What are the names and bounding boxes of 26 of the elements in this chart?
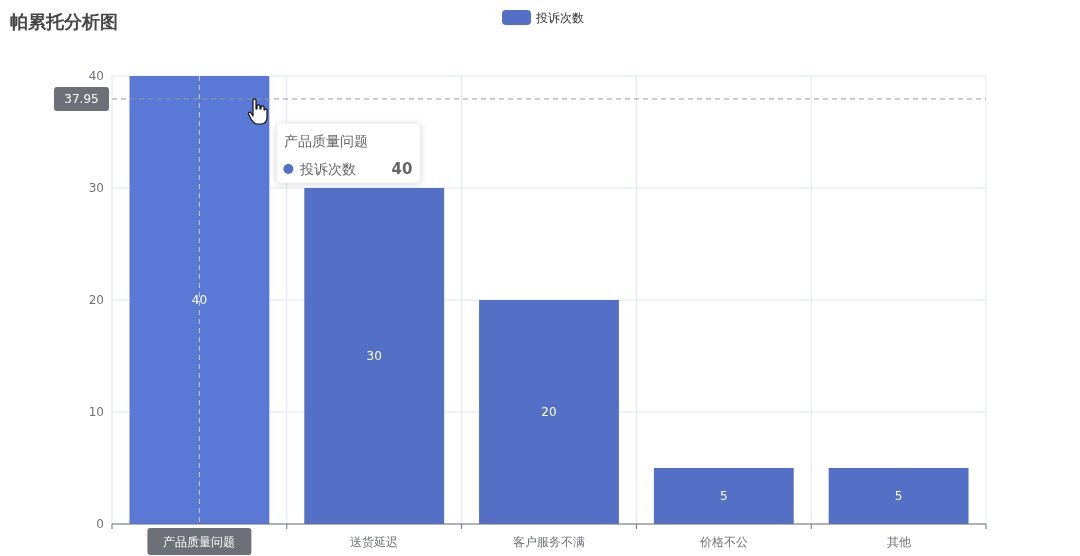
bar [479, 300, 619, 524]
bar [129, 76, 270, 524]
y-tick-label: 0 [96, 517, 104, 531]
x-tick-label: 客户服务不满 [513, 535, 585, 549]
legend-label: 投诉次数 [535, 11, 584, 25]
x-tick-label: 产品质量问题 [163, 535, 236, 549]
y-tick-label: 20 [88, 293, 104, 307]
data-label: 40 [191, 293, 208, 307]
data-label: 5 [894, 489, 903, 503]
x-tick-label: 价格不公 [698, 535, 748, 549]
annotation: 产品质量问题 [284, 133, 369, 149]
y-tick-label: 40 [88, 69, 104, 83]
y-tick-label: 10 [88, 405, 104, 419]
annotation: 投诉次数 [299, 161, 357, 177]
data-label: 5 [719, 489, 728, 503]
x-tick-label: 其他 [886, 535, 911, 549]
chart-title: 帕累托分析图 [10, 11, 118, 32]
annotation: 40 [391, 160, 413, 178]
y-tick-label: 30 [88, 181, 104, 195]
data-label: 30 [366, 349, 382, 363]
x-tick-label: 送货延迟 [350, 535, 399, 549]
data-label: 20 [541, 405, 557, 419]
bar [653, 468, 794, 524]
bar [304, 188, 445, 524]
bar [828, 468, 969, 524]
ref-line-label: 37.95 [64, 91, 99, 106]
